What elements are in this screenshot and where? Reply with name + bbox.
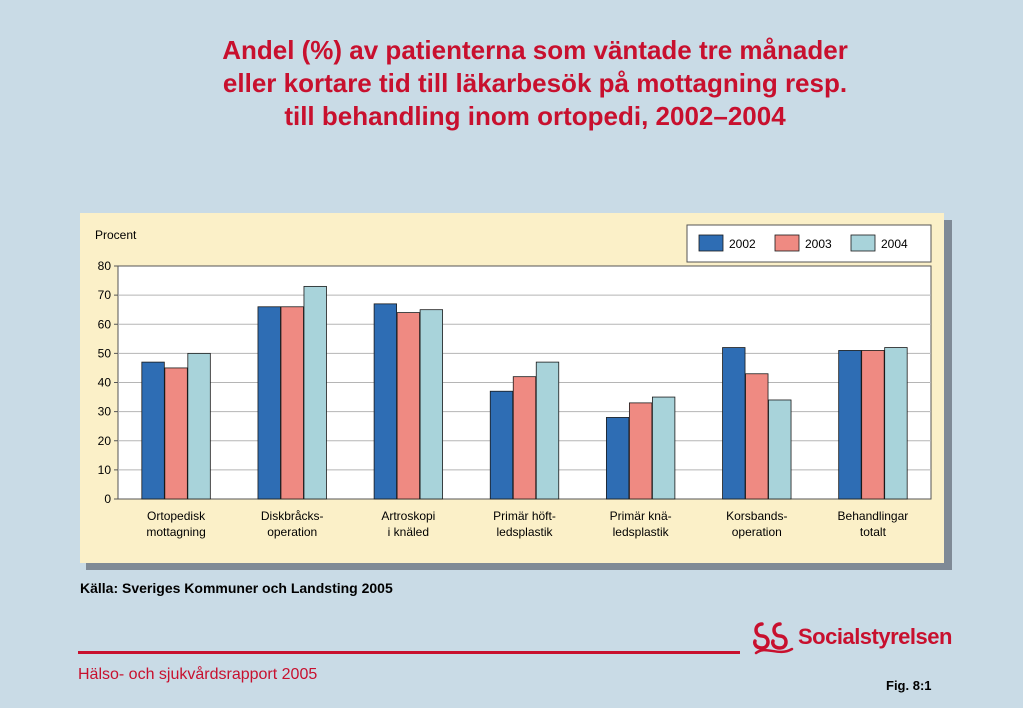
source-note: Källa: Sveriges Kommuner och Landsting 2… bbox=[80, 580, 393, 596]
x-tick-label: operation bbox=[267, 525, 317, 539]
y-tick-label: 20 bbox=[98, 434, 112, 448]
figure-number: Fig. 8:1 bbox=[886, 678, 932, 693]
chart-panel: 0 10 20 30 40 50 60 70 80 Procent Ortopedisk mottag… bbox=[80, 213, 944, 563]
bar bbox=[605, 417, 630, 500]
y-axis-label: Procent bbox=[95, 228, 137, 242]
bar bbox=[141, 361, 165, 500]
x-tick-label: totalt bbox=[860, 525, 887, 539]
legend-swatch bbox=[698, 234, 724, 252]
legend-label: 2004 bbox=[881, 237, 908, 251]
x-tick-label: operation bbox=[732, 525, 782, 539]
legend-label: 2003 bbox=[805, 237, 832, 251]
x-tick-label: ledsplastik bbox=[496, 525, 553, 539]
bar bbox=[419, 309, 444, 500]
bar bbox=[489, 390, 514, 500]
bar bbox=[535, 361, 560, 500]
legend-box bbox=[686, 224, 932, 263]
logo-emblem-icon bbox=[753, 622, 794, 655]
x-tick-label: Primär knä- bbox=[610, 509, 672, 523]
x-tick-label: ledsplastik bbox=[613, 525, 670, 539]
page-title: Andel (%) av patienterna som väntade tre… bbox=[222, 35, 848, 131]
bar bbox=[884, 347, 908, 500]
y-tick-label: 0 bbox=[104, 492, 111, 506]
bar bbox=[861, 350, 885, 500]
x-tick-label: Primär höft- bbox=[493, 509, 556, 523]
bar bbox=[373, 303, 398, 500]
x-tick-label: Korsbands- bbox=[726, 509, 787, 523]
x-tick-label: Artroskopi bbox=[381, 509, 435, 523]
socialstyrelsen-logo: Socialstyrelsen bbox=[752, 618, 952, 656]
y-tick-label: 10 bbox=[98, 463, 112, 477]
legend-swatch bbox=[850, 234, 876, 252]
bar bbox=[651, 396, 676, 500]
bar bbox=[512, 376, 537, 500]
bar bbox=[722, 347, 746, 500]
bar bbox=[303, 285, 327, 500]
logo-text: Socialstyrelsen bbox=[798, 624, 952, 649]
bar bbox=[164, 367, 188, 500]
x-tick-label: Behandlingar bbox=[838, 509, 909, 523]
bar bbox=[745, 373, 769, 500]
bar bbox=[396, 312, 421, 500]
bar bbox=[628, 402, 653, 500]
x-tick-label: Ortopedisk bbox=[147, 509, 206, 523]
bar bbox=[187, 352, 211, 500]
bar bbox=[768, 399, 792, 500]
footer-report-title: Hälso- och sjukvårdsrapport 2005 bbox=[78, 666, 318, 683]
legend-label: 2002 bbox=[729, 237, 756, 251]
y-tick-label: 80 bbox=[98, 259, 112, 273]
y-tick-label: 50 bbox=[98, 346, 112, 360]
bar bbox=[280, 306, 304, 500]
bar bbox=[257, 306, 281, 500]
y-tick-label: 40 bbox=[98, 376, 112, 390]
y-tick-label: 70 bbox=[98, 288, 112, 302]
x-tick-label: Diskbråcks- bbox=[261, 509, 324, 523]
bar bbox=[838, 350, 862, 500]
x-tick-label: mottagning bbox=[146, 525, 205, 539]
footer-divider bbox=[78, 651, 740, 654]
bar-chart: 0 10 20 30 40 50 60 70 80 Procent Ortopedisk mottag… bbox=[95, 224, 932, 539]
y-tick-label: 60 bbox=[98, 317, 112, 331]
x-tick-label: i knäled bbox=[388, 525, 429, 539]
y-tick-label: 30 bbox=[98, 405, 112, 419]
legend-swatch bbox=[774, 234, 800, 252]
